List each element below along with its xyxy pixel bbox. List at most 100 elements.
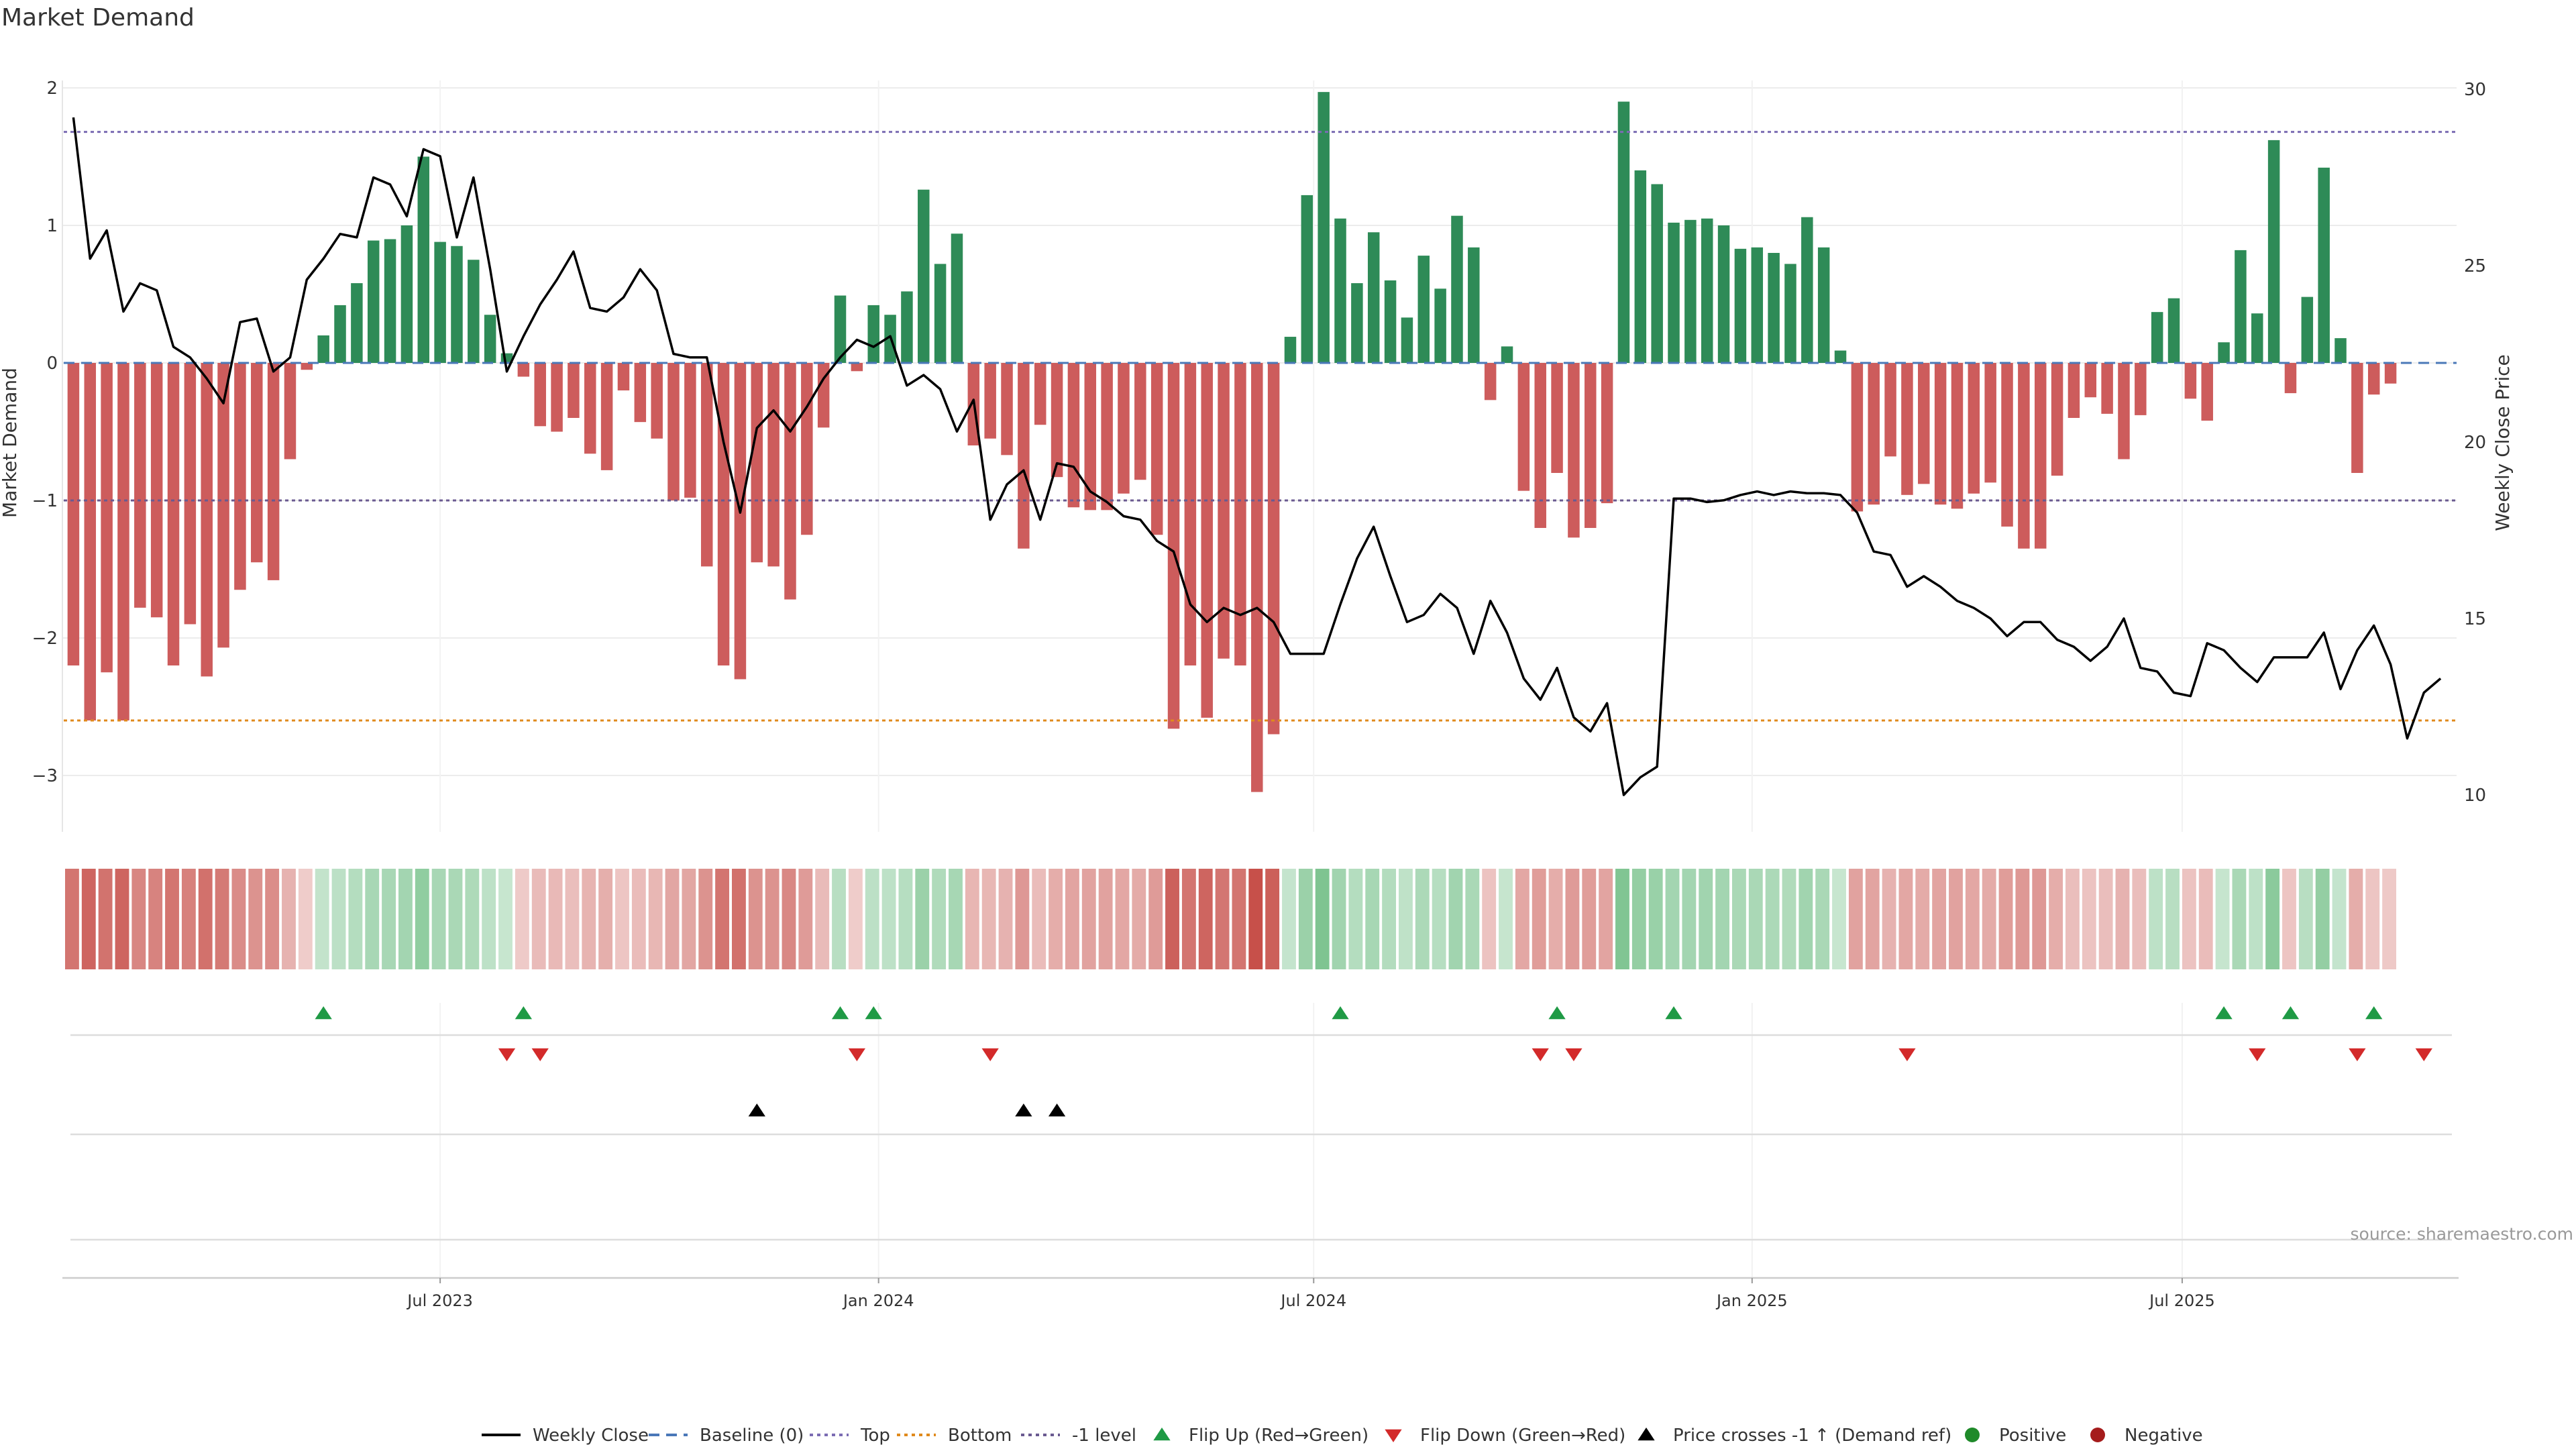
demand-bar [1351,283,1363,363]
demand-bar [134,363,146,608]
demand-bar [1951,363,1964,509]
x-tick-label: Jul 2025 [2148,1291,2215,1310]
heat-cell [365,869,380,969]
legend-label: Negative [2125,1426,2203,1446]
demand-bar [684,363,696,498]
y-right-tick-label: 10 [2464,786,2486,806]
demand-bar [1401,317,1413,363]
flip-down-marker [2249,1048,2266,1061]
flip-down-marker [1898,1048,1916,1061]
heat-cell [1315,869,1330,969]
heat-cell [2382,869,2396,969]
source-note: source: sharemaestro.com [2351,1224,2574,1244]
heat-cell [949,869,963,969]
heat-cell [1782,869,1796,969]
demand-bar [1884,363,1896,457]
legend-circle-icon [2090,1428,2105,1442]
demand-bar [2068,363,2080,418]
heat-cell [2249,869,2263,969]
heat-cell [2198,869,2213,969]
heat-cell [1348,869,1363,969]
demand-bar [84,363,97,720]
demand-bar [434,241,446,363]
heat-cell [915,869,930,969]
demand-bar [600,363,613,470]
demand-bar [117,363,129,720]
demand-bar [1517,363,1530,491]
demand-bar [801,363,813,535]
heat-cell [832,869,846,969]
demand-bar [2218,342,2230,363]
heat-cell [115,869,129,969]
legend-label: Positive [1999,1426,2066,1446]
heat-cell [282,869,296,969]
demand-bar [934,264,947,363]
heat-cell [932,869,947,969]
demand-bar [2201,363,2213,421]
demand-bar [1384,280,1397,363]
demand-bar [1334,218,1346,363]
heat-cell [1165,869,1179,969]
demand-bar [784,363,796,600]
demand-bar [2018,363,2030,549]
demand-bar [2301,297,2314,363]
demand-bar [817,363,830,428]
heat-cell [1232,869,1246,969]
heat-cell [1448,869,1463,969]
legend-label: Top [860,1426,890,1446]
heat-cell [1848,869,1863,969]
y-left-tick-label: 2 [46,78,58,99]
demand-bar [1367,232,1380,363]
demand-bar [1901,363,1913,495]
heat-cell [1715,869,1729,969]
demand-bar [351,283,363,363]
flip-up-marker [315,1006,332,1020]
heat-cell [2065,869,2080,969]
heat-cell [1065,869,1079,969]
y-right-tick-label: 20 [2464,433,2486,453]
heat-cell [382,869,396,969]
legend-circle-icon [1965,1428,1980,1442]
demand-bar [468,260,480,363]
demand-bar [1768,253,1780,363]
heat-cell [2182,869,2196,969]
chart-title: Market Demand [1,4,195,32]
demand-bar [2267,140,2280,363]
heat-cell [198,869,213,969]
heat-cell [215,869,229,969]
heat-cell [865,869,879,969]
y-right-tick-label: 25 [2464,256,2486,276]
legend-label: -1 level [1072,1426,1136,1446]
heat-cell [2349,869,2363,969]
demand-bar [1617,101,1630,363]
heat-cell [1298,869,1313,969]
demand-bar [2351,363,2363,473]
legend-label: Bottom [948,1426,1012,1446]
demand-bar [1084,363,1097,511]
heat-cell [498,869,513,969]
heat-cell [881,869,896,969]
heat-cell [748,869,763,969]
demand-bar [551,363,563,432]
demand-bar [317,335,329,363]
heat-cell [1932,869,1947,969]
demand-bar [417,156,430,363]
demand-bar [1918,363,1930,484]
demand-bar [217,363,229,648]
demand-bar [234,363,246,590]
y-right-tick-label: 30 [2464,80,2486,100]
demand-bar [201,363,213,677]
demand-bar [651,363,663,439]
heat-cell [631,869,646,969]
heat-cell [1015,869,1030,969]
heat-cell [431,869,446,969]
demand-bar [2384,363,2397,384]
demand-bar [367,240,380,363]
heat-cell [615,869,629,969]
heat-cell [1499,869,1513,969]
heat-cell [2232,869,2247,969]
demand-bar [1118,363,1130,494]
heat-cell [248,869,263,969]
demand-bar [1018,363,1030,549]
